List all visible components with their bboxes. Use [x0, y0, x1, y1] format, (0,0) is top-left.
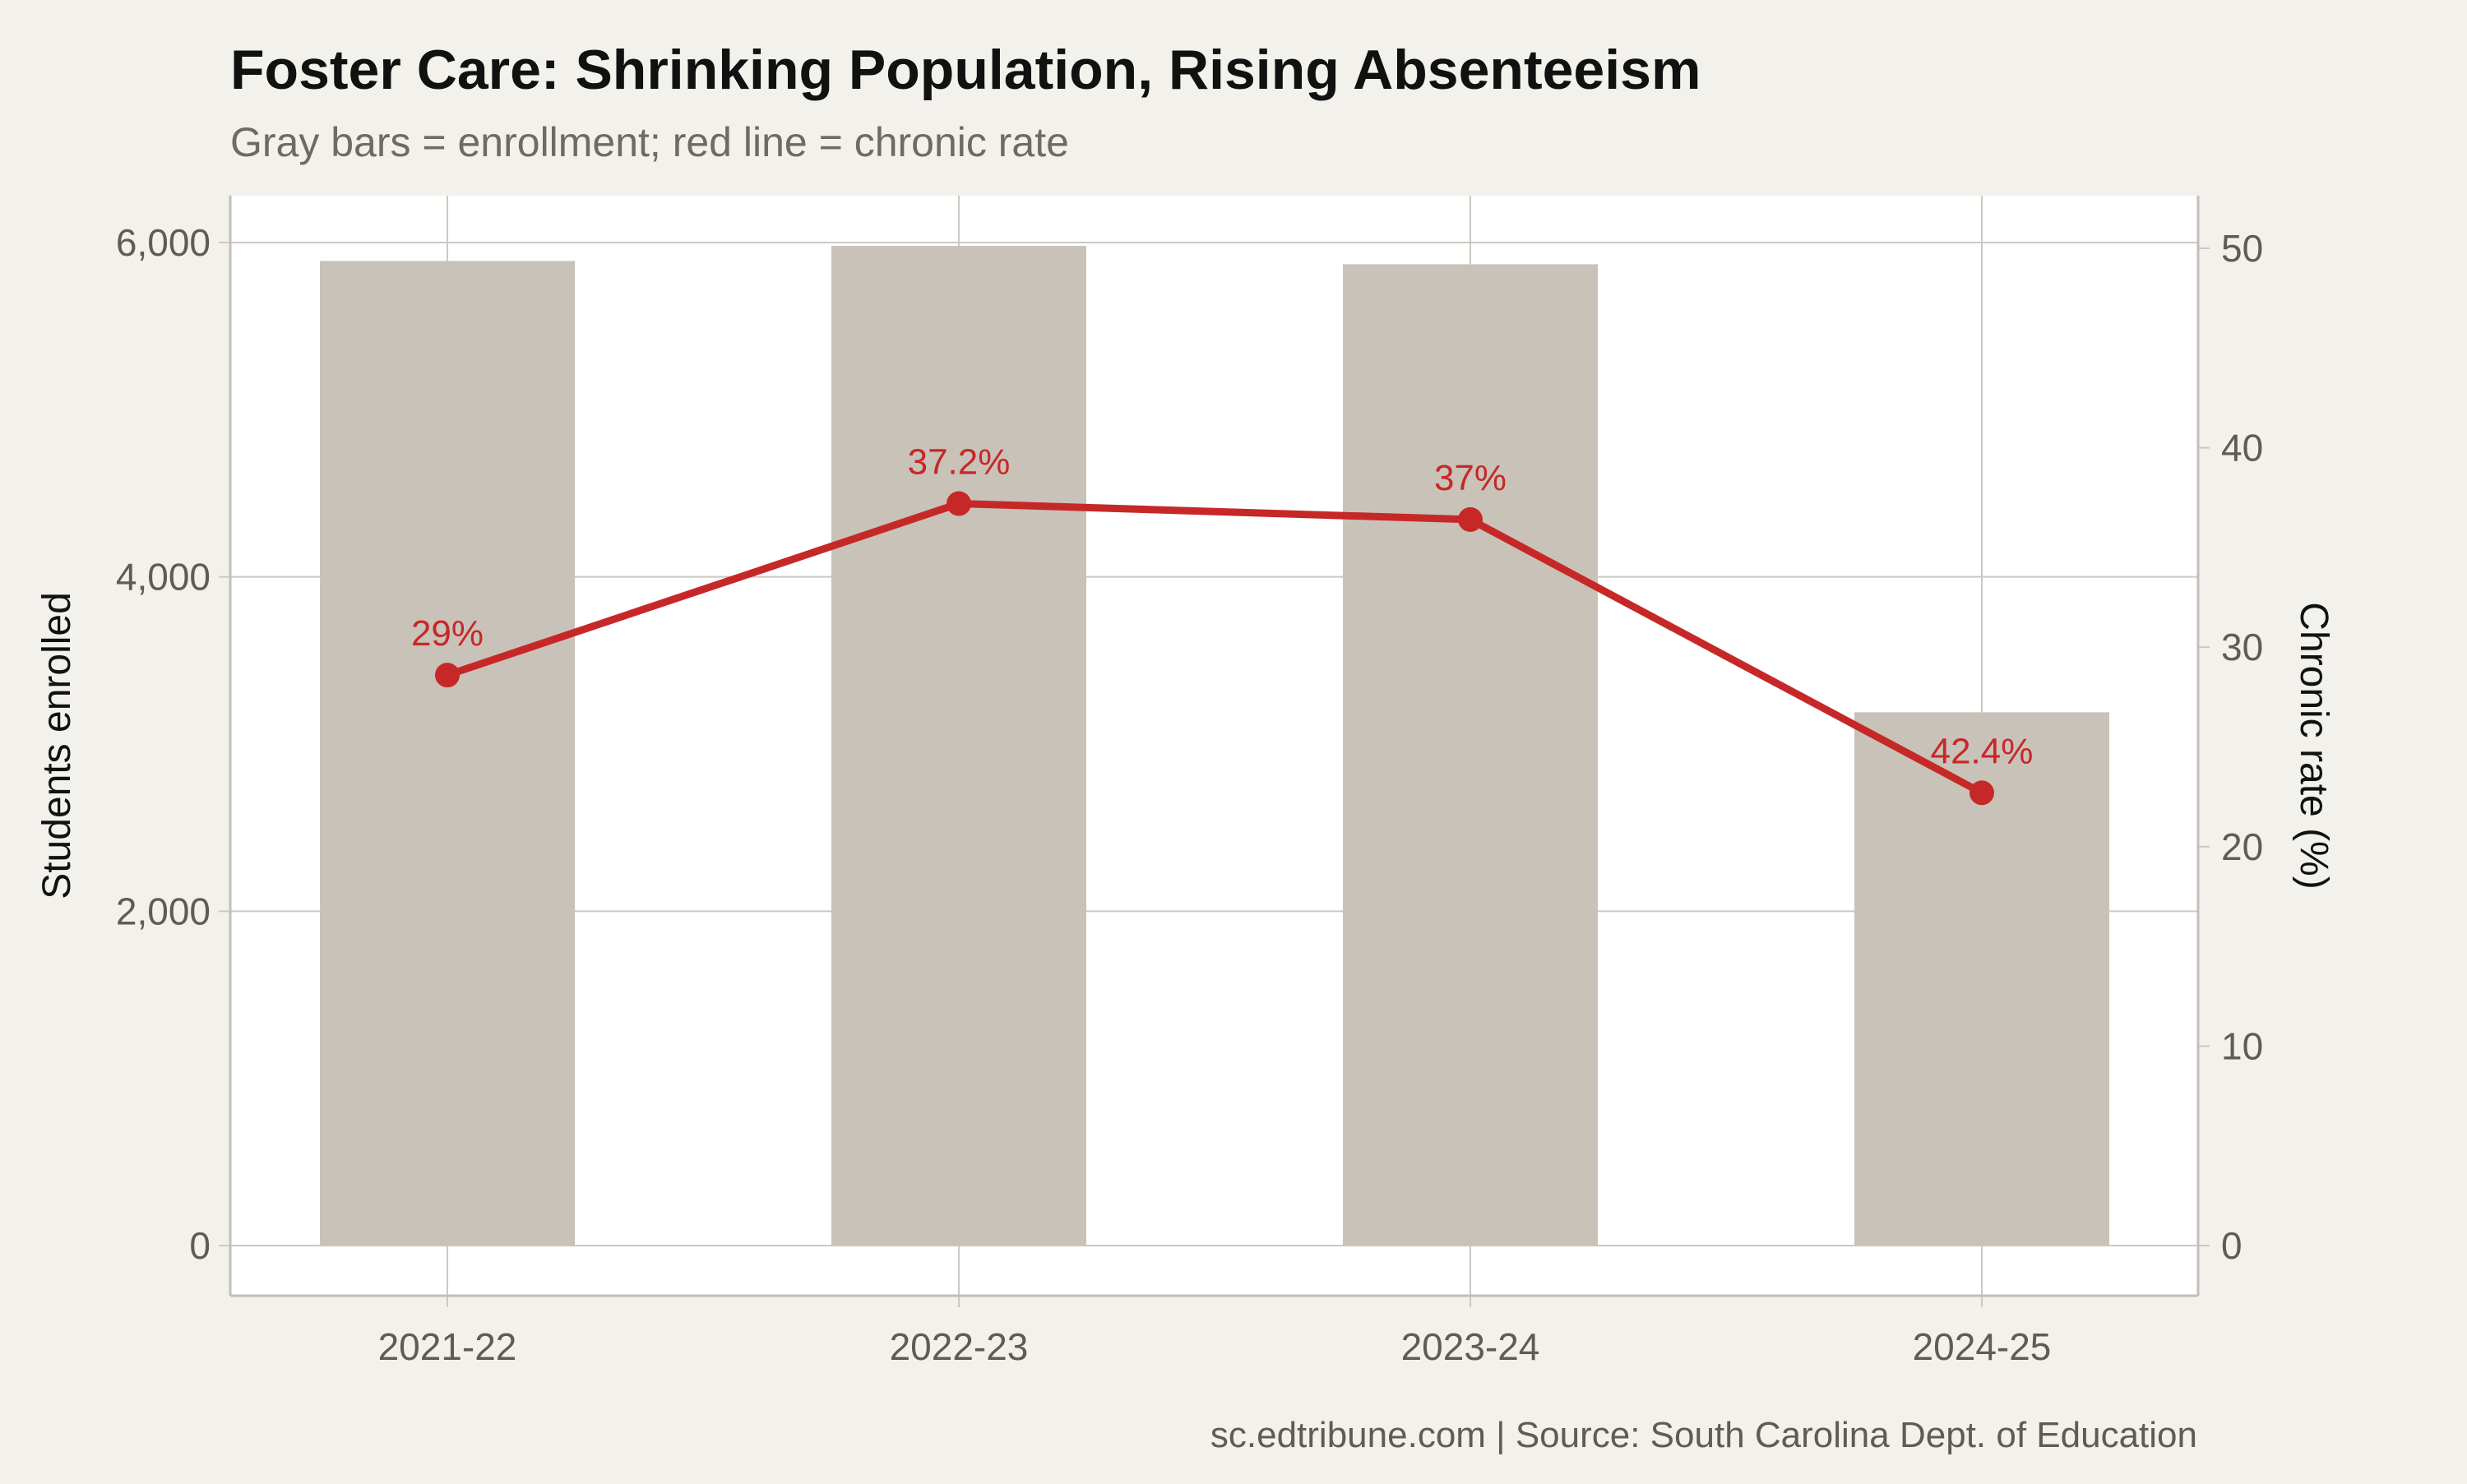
y-tick-label: 4,000: [116, 556, 211, 599]
y2-tick-label: 20: [2221, 825, 2263, 868]
y-tick-label: 6,000: [116, 221, 211, 264]
line-point: [947, 491, 971, 516]
chart-subtitle: Gray bars = enrollment; red line = chron…: [230, 119, 1069, 165]
bar: [831, 246, 1086, 1246]
x-tick-label: 2023-24: [1401, 1325, 1540, 1368]
bar: [1343, 264, 1598, 1246]
chronic-rate-line: [446, 500, 1984, 797]
line-point: [1458, 506, 1483, 532]
y2-tick-label: 30: [2221, 626, 2263, 668]
data-label: 37.2%: [908, 442, 1011, 483]
y2-tick-label: 10: [2221, 1024, 2263, 1067]
y2-tick-label: 0: [2221, 1224, 2243, 1267]
x-tick-label: 2022-23: [890, 1325, 1029, 1368]
x-tick-label: 2024-25: [1913, 1325, 2052, 1368]
x-tick-label: 2021-22: [378, 1325, 517, 1368]
y-tick-label: 2,000: [116, 890, 211, 932]
data-label: 29%: [411, 613, 484, 654]
y-axis-title: Students enrolled: [35, 592, 79, 899]
line-series: 29% 37.2% 37% 42.4%: [411, 442, 2033, 806]
y2-axis-title: Chronic rate (%): [2292, 602, 2335, 889]
tick-labels: 0 2,000 4,000 6,000 0 10 20 30 40 50 2021-22 2022-2…: [116, 221, 2263, 1368]
line-point: [435, 663, 460, 688]
y2-tick-label: 50: [2221, 227, 2263, 270]
data-label: 42.4%: [1931, 731, 2034, 771]
chart-title: Foster Care: Shrinking Population, Risin…: [230, 39, 1701, 101]
line-point: [1969, 780, 1994, 806]
chart-caption: sc.edtribune.com | Source: South Carolin…: [1210, 1415, 2197, 1455]
data-label: 37%: [1434, 458, 1507, 498]
bar: [320, 261, 575, 1246]
bar-series: [320, 246, 2109, 1246]
y2-tick-label: 40: [2221, 427, 2263, 469]
y-tick-label: 0: [189, 1224, 211, 1267]
axes-frame: [229, 196, 2200, 1297]
